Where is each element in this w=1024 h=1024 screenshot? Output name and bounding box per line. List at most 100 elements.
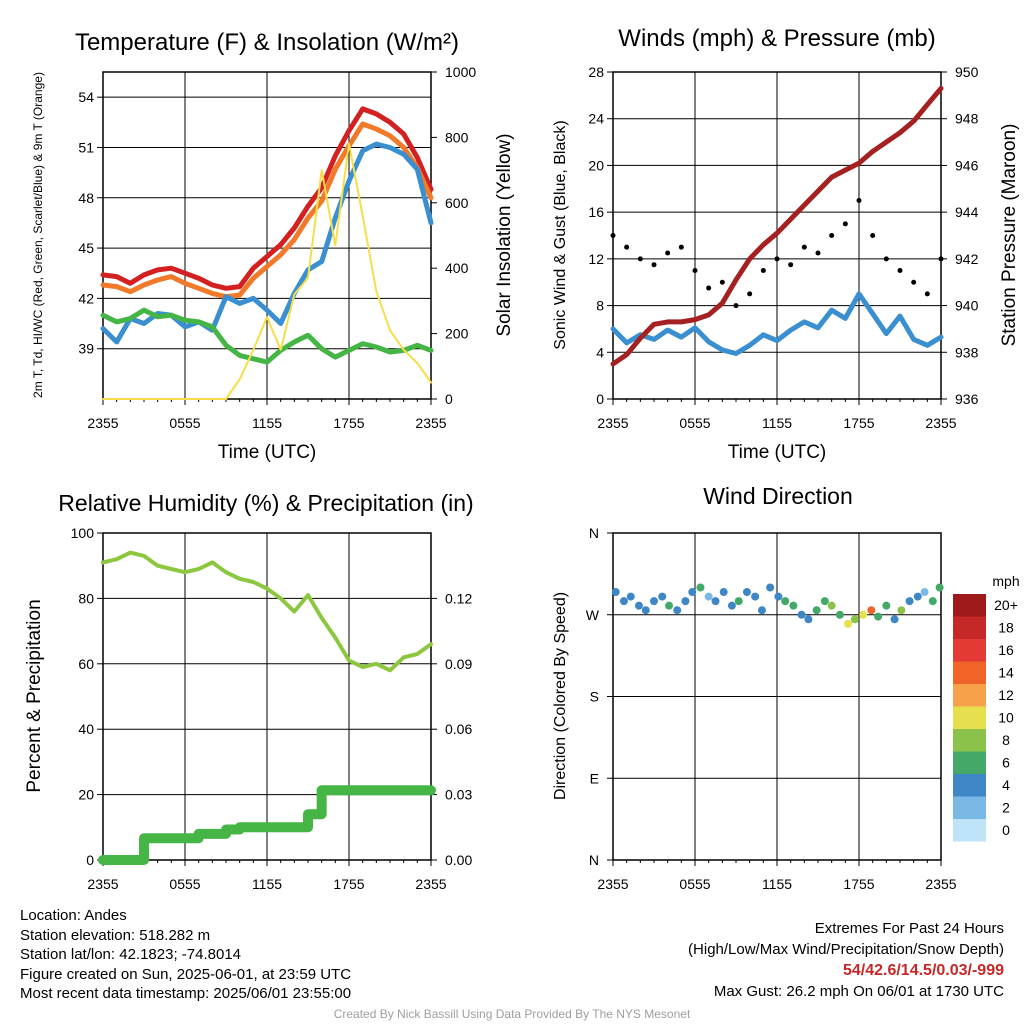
rh-y2tick-label: 0.06 bbox=[445, 721, 472, 737]
dir-xtick-label: 0555 bbox=[679, 876, 710, 892]
wind-title: Winds (mph) & Pressure (mb) bbox=[618, 25, 935, 52]
wind-ytick-label: 20 bbox=[588, 157, 604, 173]
wind-gust-point bbox=[788, 262, 794, 268]
colorbar-label: 14 bbox=[998, 665, 1014, 681]
rh-ytick-label: 20 bbox=[78, 787, 94, 803]
rh-left-ylabel: Percent & Precipitation bbox=[24, 599, 45, 792]
wind-xtick-label: 0555 bbox=[679, 415, 710, 431]
wind-gust-point bbox=[760, 268, 766, 274]
temp-xtick-label: 1755 bbox=[333, 415, 364, 431]
rh-series-line-0 bbox=[101, 550, 433, 673]
direction-point bbox=[626, 592, 635, 601]
temp-right-ylabel: Solar Insolation (Yellow) bbox=[494, 133, 515, 336]
wind-gust-point bbox=[774, 256, 780, 262]
rh-xtick-label: 2355 bbox=[87, 876, 118, 892]
wind-gust-point bbox=[829, 233, 835, 238]
rh-xtick-label: 1755 bbox=[333, 876, 364, 892]
colorbar-swatch bbox=[953, 639, 986, 662]
direction-point bbox=[774, 592, 783, 601]
wind-gust-point bbox=[719, 279, 725, 285]
wind-ytick-label: 24 bbox=[588, 111, 604, 127]
rh-xtick-label: 2355 bbox=[415, 876, 446, 892]
wind-gust-point bbox=[842, 221, 848, 227]
temp-frame bbox=[102, 71, 432, 400]
colorbar-label: 4 bbox=[1002, 777, 1010, 793]
colorbar-label: 2 bbox=[1002, 800, 1010, 816]
dir-xtick-label: 1155 bbox=[762, 876, 792, 892]
colorbar-label: 10 bbox=[998, 710, 1014, 726]
wind-gust-point bbox=[911, 279, 917, 285]
direction-point bbox=[913, 592, 922, 601]
temp-xtick-label: 0555 bbox=[169, 415, 200, 431]
temp-y2tick-label: 400 bbox=[445, 260, 469, 276]
dir-ytick-label: E bbox=[590, 770, 599, 786]
rh-ytick-label: 40 bbox=[78, 721, 94, 737]
dir-xtick-label: 1755 bbox=[843, 876, 874, 892]
temp-series-line-0 bbox=[100, 106, 434, 291]
wind-gust-point bbox=[856, 197, 862, 203]
wind-gust-point bbox=[897, 268, 903, 274]
colorbar-title: mph bbox=[992, 573, 1019, 589]
colorbar-label: 6 bbox=[1002, 755, 1010, 771]
location-text: Location: Andes bbox=[20, 907, 127, 924]
dir-ytick-label: N bbox=[589, 525, 599, 541]
direction-point bbox=[711, 597, 720, 606]
colorbar-swatch bbox=[953, 729, 986, 752]
rh-y2tick-label: 0.00 bbox=[445, 852, 472, 868]
temp-y2tick-label: 200 bbox=[445, 326, 469, 342]
direction-point bbox=[827, 601, 836, 610]
wind-y2tick-label: 944 bbox=[955, 204, 979, 220]
wind-series-line-2 bbox=[610, 85, 944, 367]
wind-gust-point bbox=[938, 256, 944, 262]
wind-gust-point bbox=[692, 268, 698, 274]
wind-gust-point bbox=[637, 256, 643, 262]
wind-right-ylabel: Station Pressure (Maroon) bbox=[999, 124, 1020, 347]
wind-gust-point bbox=[747, 291, 753, 297]
colorbar-label: 18 bbox=[998, 620, 1014, 636]
max-gust-text: Max Gust: 26.2 mph On 06/01 at 1730 UTC bbox=[713, 983, 1004, 1000]
wind-gust-point bbox=[706, 285, 712, 291]
direction-point bbox=[835, 610, 844, 619]
dir-frame bbox=[612, 532, 942, 861]
temp-title: Temperature (F) & Insolation (W/m²) bbox=[75, 29, 459, 56]
temp-left-ylabel: 2m T, Td, HI/WC (Red, Green, Scarlet/Blu… bbox=[31, 72, 45, 398]
temp-y2tick-label: 0 bbox=[445, 391, 453, 407]
dir-xtick-label: 2355 bbox=[925, 876, 956, 892]
wind-gust-point bbox=[883, 256, 889, 262]
direction-point bbox=[859, 610, 868, 619]
colorbar-label: 20+ bbox=[994, 597, 1018, 613]
direction-point bbox=[820, 597, 829, 606]
rh-series-line-1 bbox=[98, 785, 436, 865]
direction-point bbox=[850, 615, 859, 624]
credit-line: Created By Nick Bassill Using Data Provi… bbox=[333, 1007, 691, 1021]
direction-point bbox=[797, 610, 806, 619]
wind-xtick-label: 2355 bbox=[925, 415, 956, 431]
temp-ytick-label: 45 bbox=[78, 240, 94, 256]
direction-point bbox=[727, 601, 736, 610]
wind-ytick-label: 12 bbox=[588, 251, 604, 267]
wind-xlabel: Time (UTC) bbox=[728, 442, 827, 463]
wind-xtick-label: 1755 bbox=[843, 415, 874, 431]
rh-y2tick-label: 0.03 bbox=[445, 787, 472, 803]
direction-point bbox=[882, 601, 891, 610]
colorbar-swatch bbox=[953, 796, 986, 819]
direction-point bbox=[897, 606, 906, 615]
colorbar-swatch bbox=[953, 774, 986, 797]
direction-point bbox=[681, 597, 690, 606]
rh-ytick-label: 100 bbox=[71, 525, 95, 541]
wind-gust-point bbox=[678, 244, 684, 250]
temp-y2tick-label: 800 bbox=[445, 129, 469, 145]
temp-y2tick-label: 1000 bbox=[445, 64, 476, 80]
rh-frame bbox=[102, 532, 432, 861]
direction-point bbox=[688, 588, 697, 597]
temp-xtick-label: 1155 bbox=[252, 415, 282, 431]
direction-point bbox=[719, 588, 728, 597]
wind-gust-point bbox=[801, 244, 807, 250]
temp-series-line-4 bbox=[102, 142, 432, 400]
temp-ytick-label: 39 bbox=[78, 341, 94, 357]
rh-y2tick-label: 0.12 bbox=[445, 590, 472, 606]
rh-ytick-label: 60 bbox=[78, 656, 94, 672]
direction-point bbox=[867, 606, 876, 615]
colorbar-label: 8 bbox=[1002, 732, 1010, 748]
